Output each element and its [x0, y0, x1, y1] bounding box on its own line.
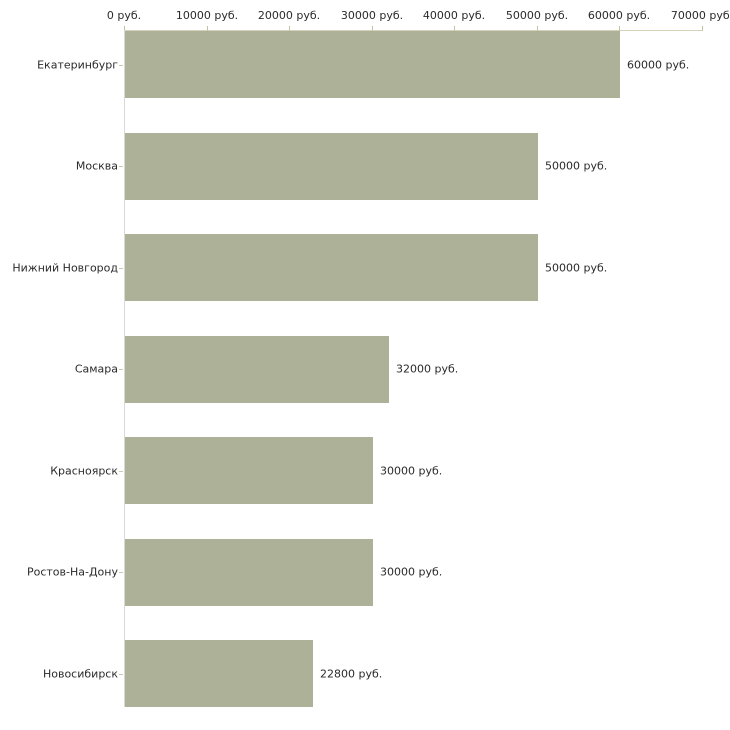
x-axis-tick-label: 0 руб. — [106, 9, 142, 22]
category-tick — [119, 572, 123, 573]
value-label: 32000 руб. — [396, 362, 459, 376]
value-label: 22800 руб. — [320, 667, 383, 681]
x-axis-tick — [454, 26, 455, 31]
category-label: Нижний Новгород — [12, 261, 118, 275]
bar — [125, 336, 389, 403]
x-axis-tick — [702, 26, 703, 31]
category-tick — [119, 166, 123, 167]
bar — [125, 133, 538, 200]
x-axis-tick-label: 10000 руб. — [175, 9, 239, 22]
bar — [125, 31, 620, 98]
x-axis-tick — [537, 26, 538, 31]
x-axis-tick-label: 50000 руб. — [505, 9, 569, 22]
x-axis-tick-label: 20000 руб. — [257, 9, 321, 22]
value-label: 30000 руб. — [380, 565, 443, 579]
x-axis-tick-label: 30000 руб. — [340, 9, 404, 22]
category-tick — [119, 674, 123, 675]
category-label: Самара — [74, 362, 118, 376]
value-label: 50000 руб. — [545, 261, 608, 275]
category-tick — [119, 471, 123, 472]
x-axis-tick — [124, 26, 125, 31]
category-label: Красноярск — [50, 464, 118, 478]
category-label: Новосибирск — [42, 667, 118, 681]
category-label: Екатеринбург — [37, 58, 118, 72]
x-axis-tick-label: 40000 руб. — [422, 9, 486, 22]
value-label: 60000 руб. — [627, 58, 690, 72]
bar — [125, 437, 373, 504]
category-tick — [119, 268, 123, 269]
bar — [125, 539, 373, 606]
x-axis-tick-label: 60000 руб. — [587, 9, 651, 22]
x-axis-tick-label: 70000 руб. — [670, 9, 730, 22]
value-label: 50000 руб. — [545, 159, 608, 173]
category-tick — [119, 65, 123, 66]
value-label: 30000 руб. — [380, 464, 443, 478]
bar — [125, 234, 538, 301]
category-label: Ростов-На-Дону — [26, 565, 118, 579]
y-axis-line — [124, 30, 125, 707]
x-axis-line — [124, 30, 703, 31]
category-label: Москва — [75, 159, 118, 173]
x-axis-tick — [619, 26, 620, 31]
x-axis-tick — [372, 26, 373, 31]
x-axis-tick — [289, 26, 290, 31]
x-axis-tick — [207, 26, 208, 31]
category-tick — [119, 369, 123, 370]
bar — [125, 640, 313, 707]
